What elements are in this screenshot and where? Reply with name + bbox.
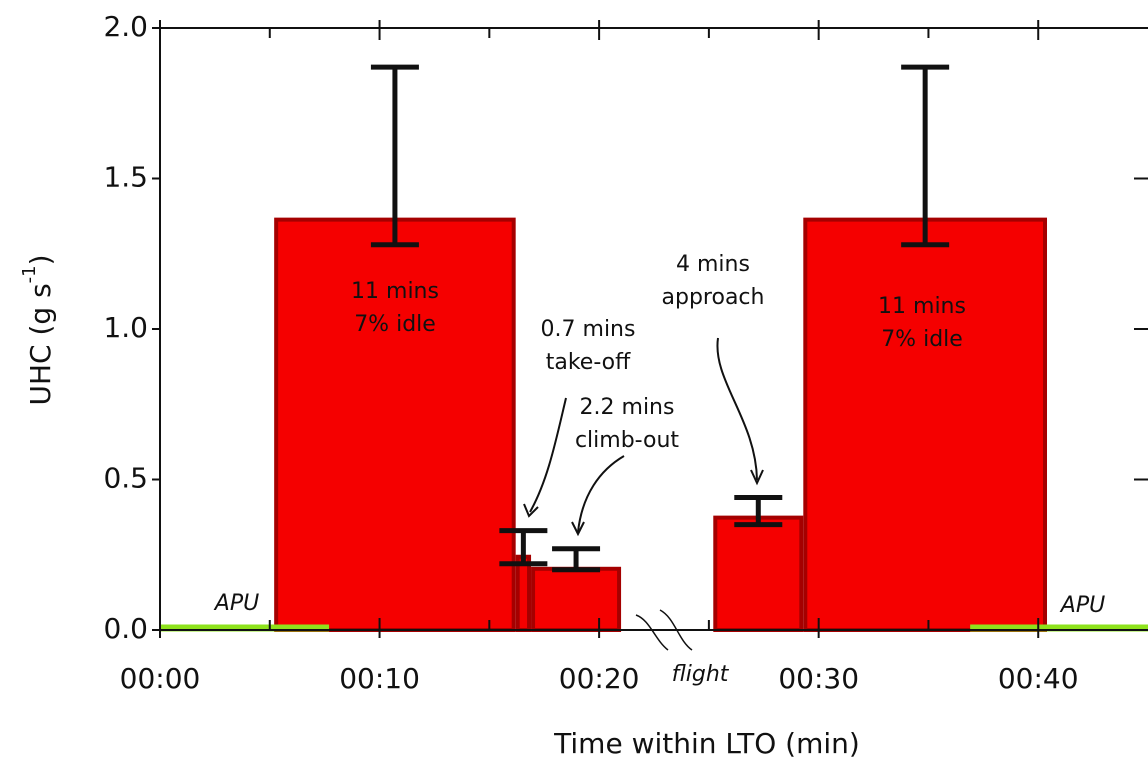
x-tick-label: 00:00 [120, 662, 201, 695]
error-bar [901, 64, 950, 248]
x-axis-title: Time within LTO (min) [553, 727, 860, 760]
annotation: 7% idle [354, 312, 436, 337]
y-tick-label: 2.0 [103, 10, 148, 43]
annotation-arrows [523, 337, 764, 537]
error-bar [734, 495, 783, 528]
annotation: approach [662, 285, 765, 310]
y-tick-label: 1.0 [103, 311, 148, 344]
annotation: 11 mins [351, 279, 439, 304]
arrow [716, 337, 758, 481]
annotation: climb-out [575, 428, 679, 453]
apu-label: APU [1059, 593, 1105, 618]
bar [274, 217, 516, 632]
y-tick-label: 0.0 [103, 612, 148, 645]
break-label: flight [672, 662, 730, 687]
y-axis-title: UHC (g s-1) [19, 254, 57, 405]
bar [515, 554, 532, 632]
error-bar [499, 528, 548, 567]
annotation: 7% idle [881, 327, 963, 352]
apu-label: APU [213, 591, 259, 616]
annotation: 11 mins [878, 294, 966, 319]
x-tick-label: 00:40 [998, 662, 1079, 695]
arrow-head [523, 503, 539, 518]
break-squiggle [635, 614, 669, 651]
annotation: take-off [546, 350, 631, 375]
y-title-end: ) [24, 254, 57, 265]
y-tick-label: 0.5 [103, 462, 148, 495]
error-bar [552, 546, 601, 573]
annotation: 2.2 mins [580, 395, 675, 420]
x-tick-label: 00:30 [778, 662, 859, 695]
bar [713, 515, 804, 632]
arrow-head [750, 469, 764, 486]
annotation: 0.7 mins [541, 317, 636, 342]
y-title-main: UHC (g s [24, 283, 57, 405]
error-bar [370, 64, 419, 248]
arrow [529, 397, 567, 513]
arrow [577, 455, 625, 533]
x-tick-label: 00:20 [559, 662, 640, 695]
bar [803, 217, 1048, 632]
x-tick-label: 00:10 [339, 662, 420, 695]
arrow-head [571, 521, 585, 537]
bar [531, 566, 622, 632]
annotation: 4 mins [676, 252, 750, 277]
y-title-sup: -1 [19, 265, 40, 283]
y-tick-label: 1.5 [103, 161, 148, 194]
